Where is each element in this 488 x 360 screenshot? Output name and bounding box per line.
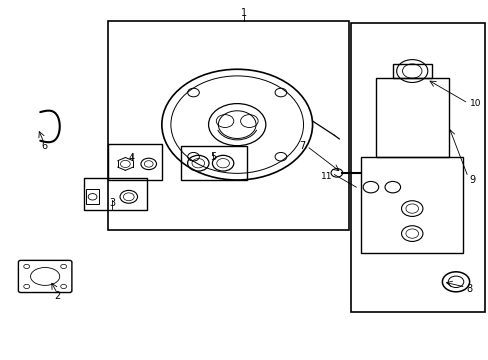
Bar <box>181 146 246 180</box>
Bar <box>86 189 99 204</box>
Text: 3: 3 <box>109 198 115 208</box>
Bar <box>361 157 462 253</box>
Text: 1: 1 <box>241 8 247 18</box>
Text: 9: 9 <box>468 175 474 185</box>
Text: 7: 7 <box>298 141 305 151</box>
Bar <box>375 78 448 157</box>
Text: 4: 4 <box>128 153 135 163</box>
Text: 10: 10 <box>469 99 480 108</box>
Bar <box>351 23 484 312</box>
Bar <box>108 144 162 180</box>
Text: 8: 8 <box>466 284 472 294</box>
Text: 2: 2 <box>54 291 61 301</box>
Text: 6: 6 <box>41 141 47 151</box>
Bar <box>392 64 431 78</box>
Text: 11: 11 <box>321 172 332 181</box>
Text: 5: 5 <box>209 152 216 162</box>
Bar <box>108 21 348 230</box>
Bar <box>84 178 147 210</box>
